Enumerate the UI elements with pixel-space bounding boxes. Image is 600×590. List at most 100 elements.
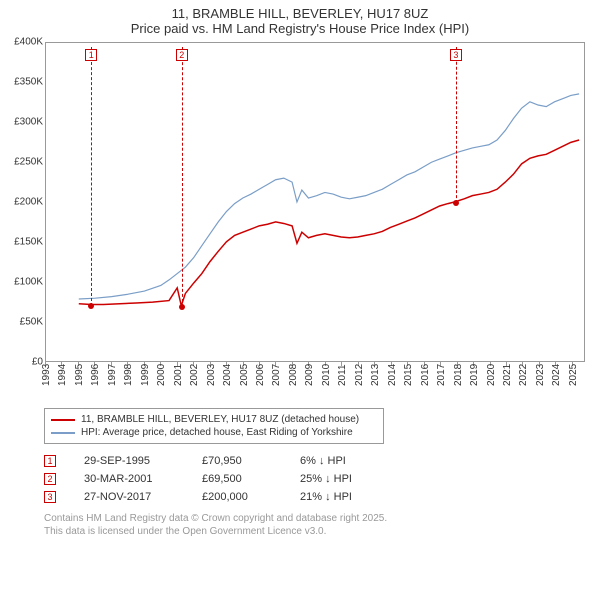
y-tick-label: £200K — [5, 197, 43, 208]
legend-row-price-paid: 11, BRAMBLE HILL, BEVERLEY, HU17 8UZ (de… — [51, 413, 377, 426]
x-tick: 2017 — [440, 362, 441, 402]
x-tick-label: 2002 — [189, 364, 200, 386]
x-tick-label: 2016 — [420, 364, 431, 386]
x-tick-label: 2012 — [354, 364, 365, 386]
title-address: 11, BRAMBLE HILL, BEVERLEY, HU17 8UZ — [0, 6, 600, 21]
x-tick-label: 2017 — [436, 364, 447, 386]
sales-row-delta: 21% ↓ HPI — [300, 491, 390, 503]
x-tick: 2003 — [210, 362, 211, 402]
x-tick: 1998 — [127, 362, 128, 402]
x-tick-label: 2024 — [551, 364, 562, 386]
x-tick: 2014 — [391, 362, 392, 402]
sale-marker-line — [182, 47, 183, 307]
x-tick: 1994 — [61, 362, 62, 402]
x-tick-label: 1996 — [90, 364, 101, 386]
x-tick: 1996 — [94, 362, 95, 402]
sales-row-date: 30-MAR-2001 — [84, 473, 174, 485]
x-tick-label: 2009 — [304, 364, 315, 386]
x-tick-label: 2004 — [222, 364, 233, 386]
x-tick-label: 2001 — [173, 364, 184, 386]
y-tick-label: £50K — [5, 317, 43, 328]
x-tick: 2006 — [259, 362, 260, 402]
plot-region: 123 — [45, 42, 585, 362]
sales-row-delta: 6% ↓ HPI — [300, 455, 390, 467]
legend-label-price-paid: 11, BRAMBLE HILL, BEVERLEY, HU17 8UZ (de… — [81, 414, 359, 425]
x-tick-label: 2008 — [288, 364, 299, 386]
series-price_paid — [79, 140, 579, 306]
sales-row: 129-SEP-1995£70,9506% ↓ HPI — [44, 452, 600, 470]
sales-row-marker: 1 — [44, 455, 56, 467]
legend-row-hpi: HPI: Average price, detached house, East… — [51, 426, 377, 439]
x-tick-label: 2007 — [271, 364, 282, 386]
series-hpi — [79, 94, 579, 299]
x-tick: 2009 — [308, 362, 309, 402]
x-tick-label: 2006 — [255, 364, 266, 386]
x-tick: 2007 — [275, 362, 276, 402]
legend-swatch-hpi — [51, 432, 75, 434]
x-tick-label: 2022 — [518, 364, 529, 386]
x-tick-label: 2013 — [370, 364, 381, 386]
x-tick: 1997 — [111, 362, 112, 402]
x-tick-label: 2018 — [453, 364, 464, 386]
footer-line1: Contains HM Land Registry data © Crown c… — [44, 512, 600, 525]
x-tick-label: 2021 — [502, 364, 513, 386]
x-tick: 2024 — [555, 362, 556, 402]
sales-row-delta: 25% ↓ HPI — [300, 473, 390, 485]
x-tick: 2008 — [292, 362, 293, 402]
y-tick-label: £350K — [5, 77, 43, 88]
x-tick-label: 2015 — [403, 364, 414, 386]
x-tick-label: 1993 — [41, 364, 52, 386]
y-tick-label: £100K — [5, 277, 43, 288]
y-tick-label: £300K — [5, 117, 43, 128]
x-tick: 2022 — [522, 362, 523, 402]
x-tick-label: 2000 — [156, 364, 167, 386]
legend: 11, BRAMBLE HILL, BEVERLEY, HU17 8UZ (de… — [44, 408, 384, 444]
legend-label-hpi: HPI: Average price, detached house, East… — [81, 427, 353, 438]
x-tick: 2021 — [506, 362, 507, 402]
chart-area: £0£50K£100K£150K£200K£250K£300K£350K£400… — [5, 42, 595, 402]
sale-marker-dot — [179, 304, 185, 310]
chart-lines — [46, 43, 584, 361]
x-tick-label: 1995 — [74, 364, 85, 386]
x-tick: 2011 — [341, 362, 342, 402]
x-tick-label: 2010 — [321, 364, 332, 386]
chart-title: 11, BRAMBLE HILL, BEVERLEY, HU17 8UZ Pri… — [0, 0, 600, 38]
x-tick: 2018 — [457, 362, 458, 402]
x-tick-label: 1994 — [57, 364, 68, 386]
x-tick: 2012 — [358, 362, 359, 402]
x-tick-label: 2025 — [568, 364, 579, 386]
footer-line2: This data is licensed under the Open Gov… — [44, 525, 600, 538]
sales-table: 129-SEP-1995£70,9506% ↓ HPI 2 30-MAR-2001 £… — [44, 452, 600, 506]
x-tick-label: 2020 — [486, 364, 497, 386]
sale-marker-dot — [453, 200, 459, 206]
x-tick-label: 2019 — [469, 364, 480, 386]
x-tick-label: 1998 — [123, 364, 134, 386]
sales-row-marker: 2 — [44, 473, 56, 485]
x-tick: 2004 — [226, 362, 227, 402]
x-tick: 2010 — [325, 362, 326, 402]
x-tick-label: 1997 — [107, 364, 118, 386]
x-tick-label: 2023 — [535, 364, 546, 386]
x-tick: 2023 — [539, 362, 540, 402]
x-tick: 2002 — [193, 362, 194, 402]
sale-marker-box: 2 — [176, 49, 188, 61]
sales-row-price: £200,000 — [202, 491, 272, 503]
x-tick: 2005 — [243, 362, 244, 402]
x-tick: 2013 — [374, 362, 375, 402]
sales-row: 327-NOV-2017£200,00021% ↓ HPI — [44, 488, 600, 506]
y-tick-label: £0 — [5, 357, 43, 368]
sales-row-marker: 3 — [44, 491, 56, 503]
x-tick-label: 2005 — [239, 364, 250, 386]
x-tick-label: 2003 — [206, 364, 217, 386]
title-subtitle: Price paid vs. HM Land Registry's House … — [0, 21, 600, 36]
sales-row: 230-MAR-2001£69,50025% ↓ HPI — [44, 470, 600, 488]
x-tick: 2019 — [473, 362, 474, 402]
x-tick: 1999 — [144, 362, 145, 402]
legend-swatch-price-paid — [51, 419, 75, 421]
x-tick: 2016 — [424, 362, 425, 402]
footer-attribution: Contains HM Land Registry data © Crown c… — [44, 512, 600, 538]
sale-marker-line — [91, 47, 92, 306]
x-tick-label: 2014 — [387, 364, 398, 386]
y-tick-label: £250K — [5, 157, 43, 168]
x-tick: 1995 — [78, 362, 79, 402]
